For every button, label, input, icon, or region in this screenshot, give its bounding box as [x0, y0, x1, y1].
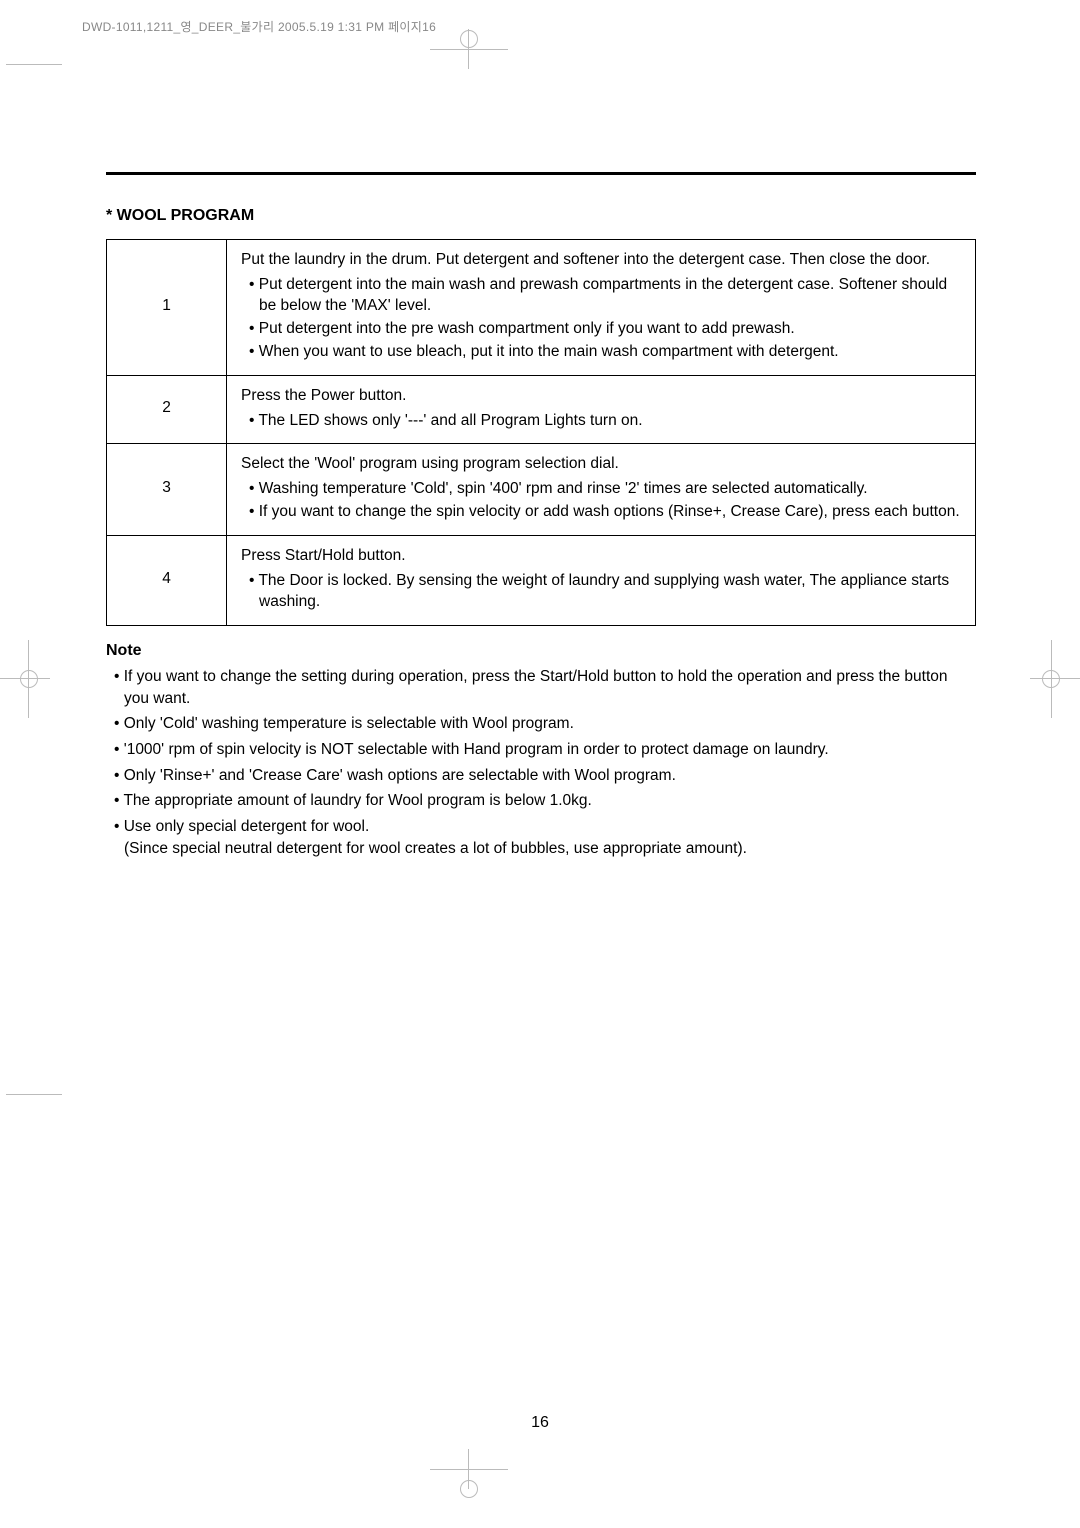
step-bullet: The LED shows only '---' and all Program…: [241, 411, 961, 432]
program-steps-table: 1 Put the laundry in the drum. Put deterg…: [106, 239, 976, 626]
step-description: Press Start/Hold button. The Door is lock…: [227, 536, 976, 626]
page-content: * WOOL PROGRAM 1 Put the laundry in the d…: [106, 172, 976, 859]
step-main-text: Select the 'Wool' program using program …: [241, 454, 961, 475]
corner-mark-bottom-left: [6, 1094, 62, 1095]
section-title: * WOOL PROGRAM: [106, 207, 976, 225]
step-number: 3: [107, 444, 227, 536]
step-main-text: Press the Power button.: [241, 386, 961, 407]
step-bullet: When you want to use bleach, put it into…: [241, 342, 961, 363]
step-bullet: The Door is locked. By sensing the weigh…: [241, 571, 961, 613]
table-row: 3 Select the 'Wool' program using program…: [107, 444, 976, 536]
note-continuation: (Since special neutral detergent for woo…: [106, 838, 976, 860]
note-list: If you want to change the setting during…: [106, 666, 976, 860]
step-number: 1: [107, 240, 227, 376]
note-item: If you want to change the setting during…: [106, 666, 976, 709]
step-bullet: Put detergent into the pre wash compartm…: [241, 319, 961, 340]
crop-mark-top-circle: [460, 30, 478, 48]
note-item: '1000' rpm of spin velocity is NOT selec…: [106, 739, 976, 761]
crop-mark-left: [0, 660, 90, 700]
step-bullet: Washing temperature 'Cold', spin '400' r…: [241, 479, 961, 500]
step-description: Select the 'Wool' program using program …: [227, 444, 976, 536]
top-rule: [106, 172, 976, 175]
step-description: Press the Power button. The LED shows onl…: [227, 375, 976, 444]
step-main-text: Press Start/Hold button.: [241, 546, 961, 567]
step-main-text: Put the laundry in the drum. Put deterge…: [241, 250, 961, 271]
crop-mark-right: [990, 660, 1080, 700]
note-item: Only 'Rinse+' and 'Crease Care' wash opt…: [106, 765, 976, 787]
step-number: 2: [107, 375, 227, 444]
note-item: The appropriate amount of laundry for Wo…: [106, 790, 976, 812]
crop-mark-bottom-circle: [460, 1480, 478, 1498]
crop-mark-left-circle: [20, 670, 38, 688]
step-bullet: If you want to change the spin velocity …: [241, 502, 961, 523]
step-description: Put the laundry in the drum. Put deterge…: [227, 240, 976, 376]
step-bullet: Put detergent into the main wash and pre…: [241, 275, 961, 317]
table-row: 4 Press Start/Hold button. The Door is loc…: [107, 536, 976, 626]
note-item: Use only special detergent for wool.: [106, 816, 976, 838]
crop-mark-right-circle: [1042, 670, 1060, 688]
note-heading: Note: [106, 642, 976, 660]
note-item: Only 'Cold' washing temperature is selec…: [106, 713, 976, 735]
page-number: 16: [0, 1414, 1080, 1432]
step-number: 4: [107, 536, 227, 626]
page-header-meta: DWD-1011,1211_영_DEER_불가리 2005.5.19 1:31 …: [82, 18, 436, 35]
table-row: 2 Press the Power button. The LED shows on…: [107, 375, 976, 444]
table-row: 1 Put the laundry in the drum. Put deterg…: [107, 240, 976, 376]
corner-mark-top-left: [6, 64, 62, 65]
